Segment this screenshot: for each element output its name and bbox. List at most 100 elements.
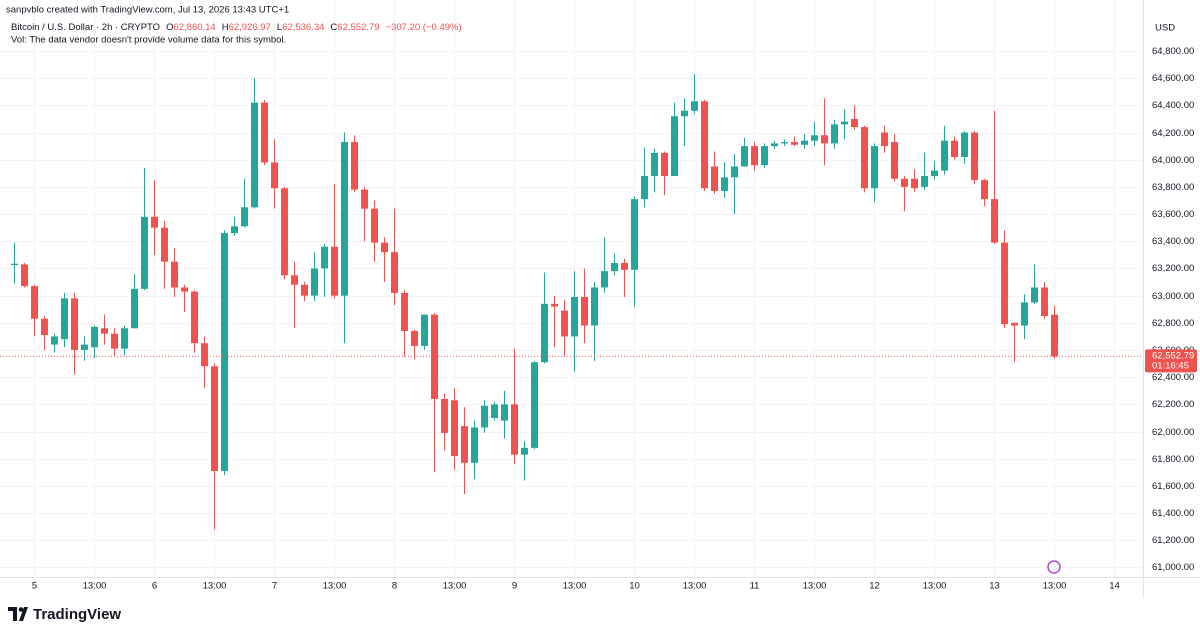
candle-body <box>1011 322 1018 326</box>
candle-body <box>761 146 768 166</box>
x-tick-label: 8 <box>392 581 397 592</box>
candle-body <box>591 287 598 326</box>
candle-body <box>921 176 928 187</box>
y-tick-label: 64,800.00 <box>1152 46 1194 57</box>
candle-body <box>341 142 348 296</box>
x-tick-label: 9 <box>512 581 517 592</box>
candle-body <box>391 252 398 293</box>
candle-body <box>581 296 588 326</box>
candle-body <box>171 261 178 288</box>
candle-body <box>401 292 408 331</box>
x-tick-label: 13:00 <box>443 581 467 592</box>
candle-body <box>891 142 898 179</box>
candle-body <box>871 146 878 189</box>
x-tick-label: 11 <box>750 581 760 592</box>
y-tick-label: 63,800.00 <box>1152 182 1194 193</box>
candle-body <box>681 110 688 117</box>
candle-body <box>281 188 288 276</box>
candle-body <box>51 336 58 345</box>
candle-body <box>1051 314 1058 357</box>
candle-body <box>121 328 128 349</box>
price-tag-value: 62,552.79 <box>1152 350 1194 361</box>
countdown: 01:16:45 <box>1152 360 1189 371</box>
candle-body <box>411 330 418 346</box>
y-tick-label: 64,600.00 <box>1152 73 1194 84</box>
candle-body <box>881 132 888 147</box>
candle-body <box>991 199 998 243</box>
candle-body <box>981 180 988 200</box>
currency: USD <box>1155 23 1175 34</box>
candle-body <box>621 263 628 270</box>
x-tick-label: 13:00 <box>563 581 587 592</box>
candle-body <box>421 314 428 346</box>
candle-body <box>611 263 618 272</box>
candle-body <box>251 102 258 208</box>
x-tick-label: 5 <box>32 581 37 592</box>
y-tick-label: 62,400.00 <box>1152 372 1194 383</box>
candle-body <box>471 427 478 463</box>
y-tick-label: 64,200.00 <box>1152 128 1194 139</box>
x-tick-label: 6 <box>152 581 157 592</box>
brand: TradingView <box>33 606 121 623</box>
ohlc-key: O <box>166 22 173 33</box>
y-tick-label: 63,000.00 <box>1152 291 1194 302</box>
symbol: Bitcoin / U.S. Dollar · 2h · CRYPTO <box>11 22 160 33</box>
candle-body <box>751 146 758 166</box>
candle-body <box>431 314 438 399</box>
candle-body <box>811 135 818 141</box>
candle-body <box>331 246 338 296</box>
event-icon[interactable] <box>1047 560 1061 574</box>
x-tick-label: 12 <box>869 581 880 592</box>
candle-body <box>571 296 578 337</box>
candle-body <box>1001 242 1008 325</box>
candle-body <box>971 132 978 181</box>
candle-body <box>101 328 108 334</box>
candle-body <box>781 142 788 144</box>
candle-body <box>501 404 508 421</box>
ohlc-value: 62,860.14 <box>173 22 215 33</box>
candle-body <box>441 398 448 433</box>
candle-body <box>241 207 248 227</box>
ohlc-key: L <box>277 22 282 33</box>
candle-body <box>361 189 368 209</box>
candle-body <box>531 362 538 448</box>
volume-note: Vol: The data vendor doesn't provide vol… <box>11 35 286 46</box>
candle-body <box>41 318 48 336</box>
candle-body <box>221 233 228 471</box>
candle-body <box>721 177 728 191</box>
x-tick-label: 13:00 <box>203 581 227 592</box>
y-tick-label: 61,600.00 <box>1152 481 1194 492</box>
x-tick-label: 10 <box>629 581 640 592</box>
candle-body <box>31 286 38 319</box>
y-tick-label: 63,600.00 <box>1152 209 1194 220</box>
candle-body <box>791 142 798 145</box>
x-tick-label: 13:00 <box>803 581 827 592</box>
candle-body <box>631 199 638 270</box>
y-tick-label: 64,000.00 <box>1152 155 1194 166</box>
candle-body <box>461 426 468 463</box>
candle-body <box>211 366 218 471</box>
x-tick-label: 14 <box>1109 581 1120 592</box>
candle-body <box>1021 302 1028 326</box>
candle-body <box>961 132 968 157</box>
candle-body <box>271 162 278 189</box>
y-tick-label: 61,200.00 <box>1152 535 1194 546</box>
ohlc-value: 62,552.79 <box>337 22 379 33</box>
y-tick-label: 62,000.00 <box>1152 427 1194 438</box>
candle-body <box>511 404 518 455</box>
candle-body <box>321 246 328 269</box>
candle-body <box>641 176 648 200</box>
candle-body <box>821 135 828 144</box>
candle-body <box>191 291 198 344</box>
credit: sanpvblo created with TradingView.com, J… <box>6 5 289 16</box>
x-tick-label: 13 <box>989 581 1000 592</box>
candle-body <box>1041 287 1048 317</box>
x-tick-label: 7 <box>272 581 277 592</box>
candle-body <box>61 298 68 340</box>
candle-body <box>381 242 388 253</box>
x-tick-label: 13:00 <box>923 581 947 592</box>
candle-body <box>371 208 378 243</box>
candle-body <box>951 140 958 157</box>
y-tick-label: 64,400.00 <box>1152 100 1194 111</box>
logo-dot <box>18 607 24 612</box>
